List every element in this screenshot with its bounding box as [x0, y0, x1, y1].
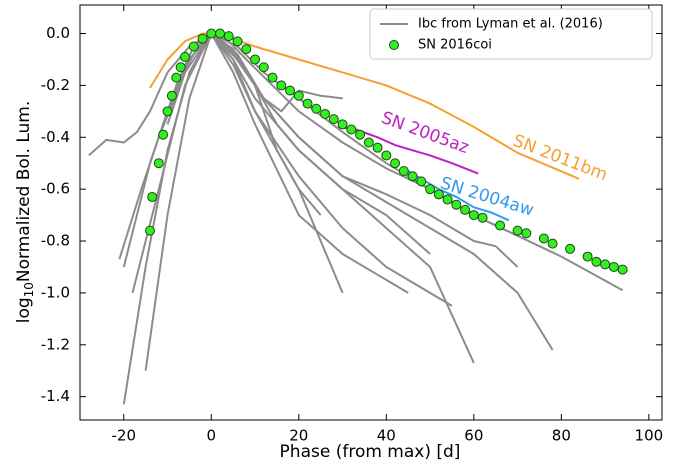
- scatter-point: [223, 31, 234, 42]
- scatter-point: [337, 119, 348, 130]
- legend-box: [369, 8, 653, 60]
- legend-label: SN 2016coi: [418, 38, 492, 53]
- scatter-point: [372, 142, 383, 153]
- plot-frame: [79, 4, 663, 421]
- y-label-text: Normalized Bol. Lum.: [14, 101, 34, 282]
- scatter-point: [328, 114, 339, 125]
- y-tick-label: -1.4: [41, 387, 70, 405]
- curve-annotation: SN 2011bm: [510, 131, 610, 185]
- scatter-point: [197, 33, 208, 44]
- x-tick-label: 100: [635, 427, 664, 445]
- scatter-point: [582, 251, 593, 262]
- scatter-point: [608, 261, 619, 272]
- reference-line: [184, 32, 519, 268]
- scatter-point: [381, 150, 392, 161]
- scatter-point: [538, 233, 549, 244]
- scatter-point: [188, 41, 199, 52]
- scatter-point: [276, 80, 287, 91]
- x-tick-label: -20: [112, 427, 137, 445]
- scatter-point: [600, 259, 611, 270]
- reference-line: [188, 32, 409, 294]
- scatter-point: [521, 228, 532, 239]
- y-tick-label: -1.2: [41, 335, 70, 353]
- scatter-point: [153, 158, 164, 169]
- scatter-point: [293, 90, 304, 101]
- scatter-point: [407, 171, 418, 182]
- y-tick-label: -0.8: [41, 232, 70, 250]
- scatter-point: [285, 85, 296, 96]
- scatter-point: [180, 51, 191, 62]
- scatter-point: [460, 204, 471, 215]
- scatter-point: [617, 264, 628, 275]
- legend-label: Ibc from Lyman et al. (2016): [418, 17, 603, 32]
- scatter-point: [175, 62, 186, 73]
- scatter-point: [547, 238, 558, 249]
- y-tick-label: -1.0: [41, 283, 70, 301]
- reference-line: [122, 32, 343, 268]
- scatter-point: [451, 199, 462, 210]
- scatter-point: [565, 243, 576, 254]
- scatter-point: [416, 176, 427, 187]
- y-tick-label: -0.2: [41, 76, 70, 94]
- scatter-point: [363, 137, 374, 148]
- x-tick-label: 80: [552, 427, 571, 445]
- scatter-point: [355, 129, 366, 140]
- scatter-point: [147, 191, 158, 202]
- scatter-point: [145, 225, 156, 236]
- x-axis-label: Phase (from max) [d]: [280, 442, 461, 462]
- scatter-point: [591, 256, 602, 267]
- y-label-base: log: [14, 297, 34, 323]
- curve-annotation: SN 2005az: [379, 108, 472, 158]
- scatter-point: [390, 158, 401, 169]
- x-tick-label: 0: [207, 427, 217, 445]
- scatter-point: [320, 108, 331, 119]
- scatter-point: [477, 212, 488, 223]
- reference-line: [144, 32, 344, 371]
- scatter-point: [442, 194, 453, 205]
- scatter-point: [158, 129, 169, 140]
- y-tick-label: -0.6: [41, 180, 70, 198]
- scatter-point: [495, 220, 506, 231]
- scatter-point: [311, 103, 322, 114]
- scatter-point: [398, 166, 409, 176]
- y-tick-label: -0.4: [41, 128, 70, 146]
- x-tick-label: 60: [464, 427, 483, 445]
- scatter-point: [468, 210, 479, 221]
- scatter-point: [346, 124, 357, 135]
- scatter-point: [215, 28, 226, 39]
- curve-annotation: SN 2004aw: [438, 173, 536, 220]
- scatter-point: [250, 54, 261, 65]
- x-tick-label: 40: [377, 427, 396, 445]
- scatter-point: [162, 106, 173, 117]
- scatter-point: [267, 72, 278, 83]
- annotated-line: [149, 32, 580, 180]
- scatter-point: [206, 28, 217, 39]
- scatter-point: [171, 72, 182, 83]
- legend-marker: [389, 40, 399, 50]
- y-tick-label: 0.0: [46, 24, 70, 42]
- scatter-point: [241, 44, 252, 55]
- scatter-point: [258, 62, 269, 73]
- scatter-point: [232, 36, 243, 47]
- scatter-point: [433, 189, 444, 200]
- scatter-point: [425, 184, 436, 195]
- scatter-point: [302, 98, 313, 109]
- scatter-point: [166, 90, 177, 101]
- plot-area: [88, 28, 628, 405]
- x-tick-label: 20: [289, 427, 308, 445]
- scatter-point: [512, 225, 523, 236]
- y-axis-label: log10Normalized Bol. Lum.: [14, 101, 36, 324]
- y-label-subscript: 10: [22, 282, 36, 297]
